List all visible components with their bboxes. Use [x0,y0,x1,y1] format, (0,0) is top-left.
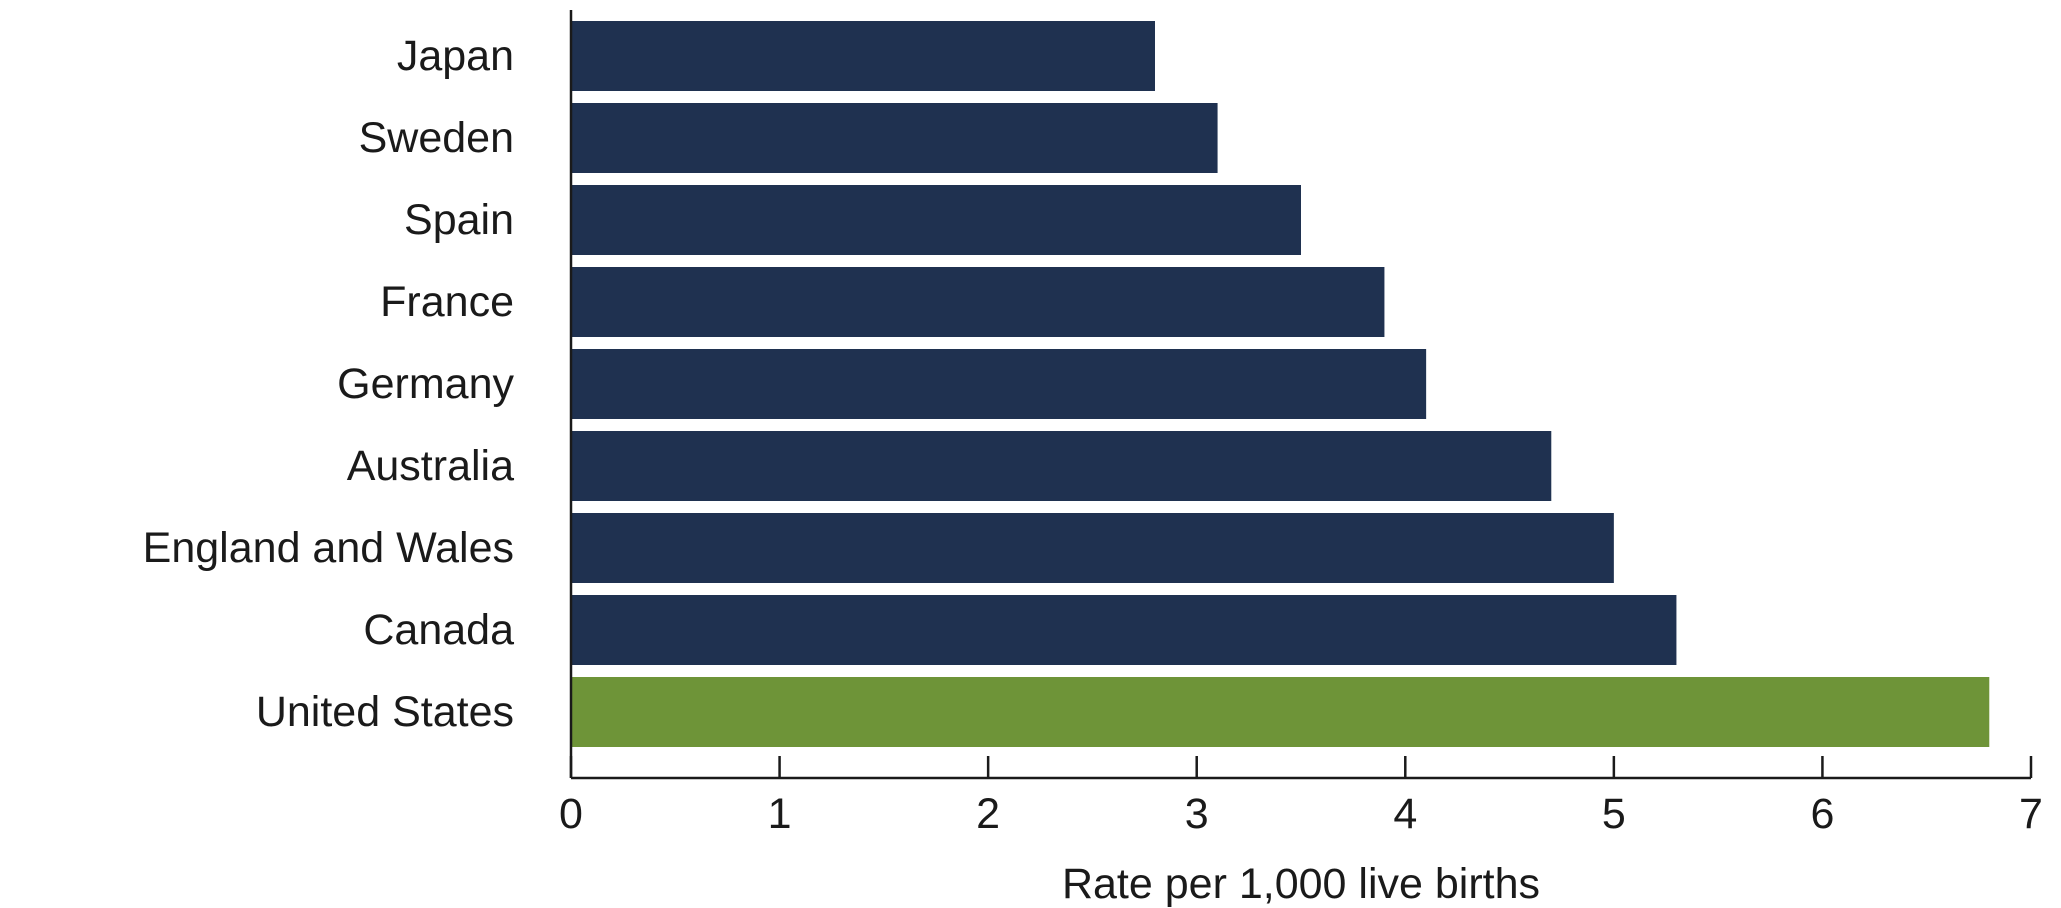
x-tick-label-2: 2 [976,790,1000,838]
bar-united-states [571,677,1990,747]
category-label-united-states: United States [256,688,514,736]
category-label-australia: Australia [347,442,514,490]
bar-france [571,267,1385,337]
category-label-canada: Canada [363,606,514,654]
category-label-france: France [380,278,514,326]
category-labels-group: Japan Sweden Spain France Germany Australia En… [143,32,515,736]
x-ticks-group: 0 1 2 3 4 5 6 7 [559,756,2043,838]
bar-spain [571,185,1301,255]
bar-sweden [571,103,1218,173]
bar-australia [571,431,1552,501]
category-label-spain: Spain [404,196,514,244]
category-label-japan: Japan [397,32,514,80]
x-tick-label-4: 4 [1393,790,1417,838]
x-tick-label-3: 3 [1185,790,1209,838]
bar-germany [571,349,1427,419]
x-tick-label-1: 1 [768,790,792,838]
category-label-germany: Germany [337,360,514,408]
bar-canada [571,595,1677,665]
category-label-england-and-wales: England and Wales [143,524,514,572]
x-tick-label-6: 6 [1810,790,1834,838]
bar-japan [571,21,1155,91]
x-tick-label-5: 5 [1602,790,1626,838]
category-label-sweden: Sweden [359,114,514,162]
x-tick-label-7: 7 [2019,790,2043,838]
bar-england-and-wales [571,513,1614,583]
x-axis-title: Rate per 1,000 live births [1062,860,1540,908]
x-tick-label-0: 0 [559,790,583,838]
bars-group [571,21,1990,747]
